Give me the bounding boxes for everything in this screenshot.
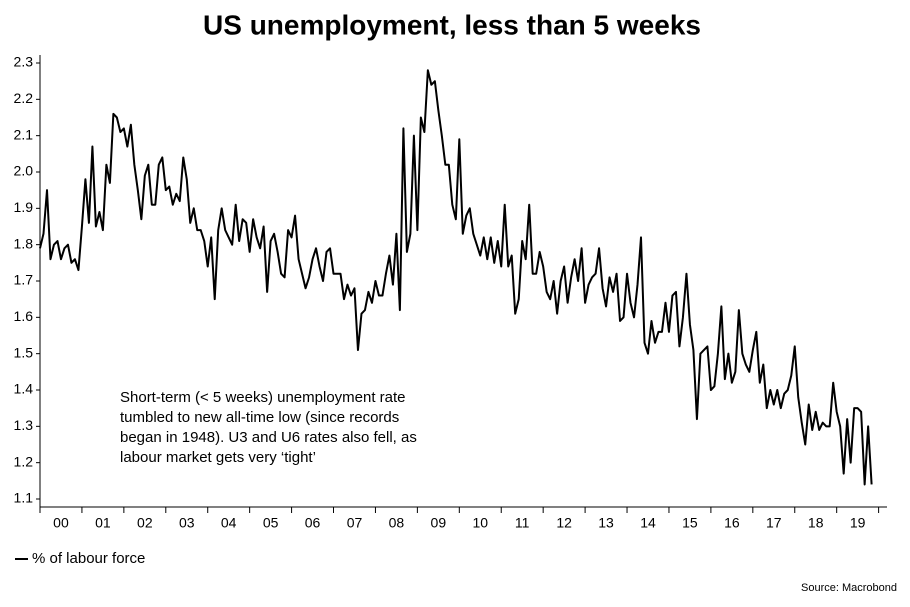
x-tick-label: 14 (640, 515, 656, 531)
x-tick-label: 16 (724, 515, 740, 531)
x-tick-label: 10 (472, 515, 488, 531)
y-tick-label: 2.1 (14, 126, 34, 142)
source: Source: Macrobond (801, 582, 897, 594)
y-tick-label: 2.3 (14, 54, 34, 70)
x-tick-label: 17 (766, 515, 782, 531)
x-tick-label: 08 (389, 515, 405, 531)
x-tick-label: 06 (305, 515, 321, 531)
y-tick-label: 1.3 (14, 417, 34, 433)
x-tick-label: 00 (53, 515, 69, 531)
y-tick-label: 1.1 (14, 490, 34, 506)
x-tick-label: 03 (179, 515, 195, 531)
x-tick-label: 07 (347, 515, 363, 531)
x-tick-label: 04 (221, 515, 237, 531)
legend-label: % of labour force (32, 550, 145, 567)
x-tick-label: 02 (137, 515, 153, 531)
annotation: began in 1948). U3 and U6 rates also fel… (120, 429, 417, 446)
y-tick-label: 1.4 (14, 381, 34, 397)
annotation: labour market gets very ‘tight’ (120, 449, 316, 466)
x-tick-label: 15 (682, 515, 698, 531)
y-tick-label: 2.2 (14, 90, 34, 106)
line-series (39, 69, 873, 486)
y-tick-label: 1.8 (14, 235, 34, 251)
x-tick-label: 11 (515, 515, 530, 531)
chart-title: US unemployment, less than 5 weeks (203, 9, 701, 40)
x-tick-label: 01 (95, 515, 111, 531)
x-tick-label: 12 (556, 515, 572, 531)
y-tick-label: 1.2 (14, 453, 34, 469)
x-tick-label: 18 (808, 515, 824, 531)
x-tick-label: 19 (850, 515, 866, 531)
y-tick-label: 1.7 (14, 272, 34, 288)
x-tick-label: 13 (598, 515, 614, 531)
y-tick-label: 1.6 (14, 308, 34, 324)
annotation: tumbled to new all-time low (since recor… (120, 409, 399, 426)
annotation: Short-term (< 5 weeks) unemployment rate (120, 389, 406, 406)
y-tick-label: 1.9 (14, 199, 34, 215)
y-tick-label: 2.0 (14, 163, 34, 179)
x-tick-label: 09 (431, 515, 447, 531)
x-tick-label: 05 (263, 515, 279, 531)
y-tick-label: 1.5 (14, 344, 34, 360)
